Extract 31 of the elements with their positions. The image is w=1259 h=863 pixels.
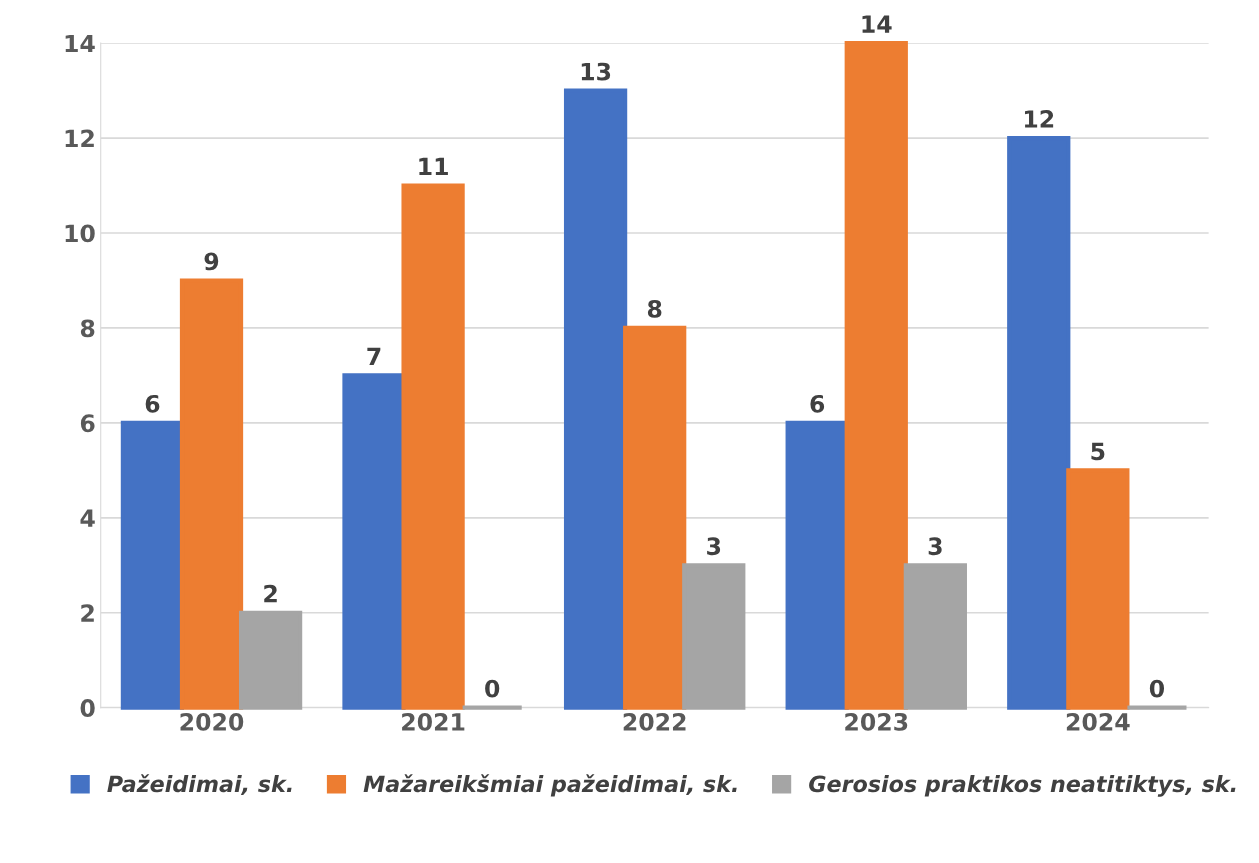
x-tick-label: 2024 bbox=[1066, 712, 1130, 731]
data-label: 9 bbox=[204, 252, 219, 271]
y-tick-label: 0 bbox=[80, 699, 95, 717]
y-tick-label: 14 bbox=[65, 34, 95, 53]
legend-label: Gerosios praktikos neatitiktys, sk. bbox=[809, 775, 1236, 797]
data-label: 5 bbox=[1091, 442, 1105, 461]
y-tick-label: 6 bbox=[80, 414, 95, 433]
x-tick-label: 2023 bbox=[845, 712, 908, 731]
y-tick-label: 4 bbox=[80, 509, 95, 527]
data-label: 6 bbox=[810, 394, 825, 413]
data-label: 3 bbox=[707, 537, 721, 556]
y-tick-label: 2 bbox=[81, 604, 94, 622]
x-tick-label: 2022 bbox=[623, 712, 686, 731]
legend-label: Pažeidimai, sk. bbox=[107, 774, 292, 796]
legend-label: Mažareikšmiai pažeidimai, sk. bbox=[363, 774, 737, 797]
x-tick-label: 2021 bbox=[402, 712, 465, 731]
data-label: 0 bbox=[485, 679, 500, 698]
x-tick-label: 2020 bbox=[180, 712, 244, 731]
data-label: 11 bbox=[419, 157, 448, 176]
y-tick-label: 10 bbox=[65, 224, 95, 243]
y-tick-label: 12 bbox=[65, 129, 94, 148]
data-label: 2 bbox=[264, 584, 277, 603]
data-label: 14 bbox=[862, 15, 892, 33]
data-label: 3 bbox=[928, 537, 942, 556]
data-label: 0 bbox=[1149, 679, 1165, 698]
data-label: 13 bbox=[581, 62, 611, 81]
data-label: 12 bbox=[1024, 110, 1054, 128]
data-label: 7 bbox=[367, 347, 381, 365]
y-tick-label: 8 bbox=[80, 319, 95, 338]
data-label: 8 bbox=[647, 299, 662, 318]
data-label: 6 bbox=[145, 394, 160, 413]
